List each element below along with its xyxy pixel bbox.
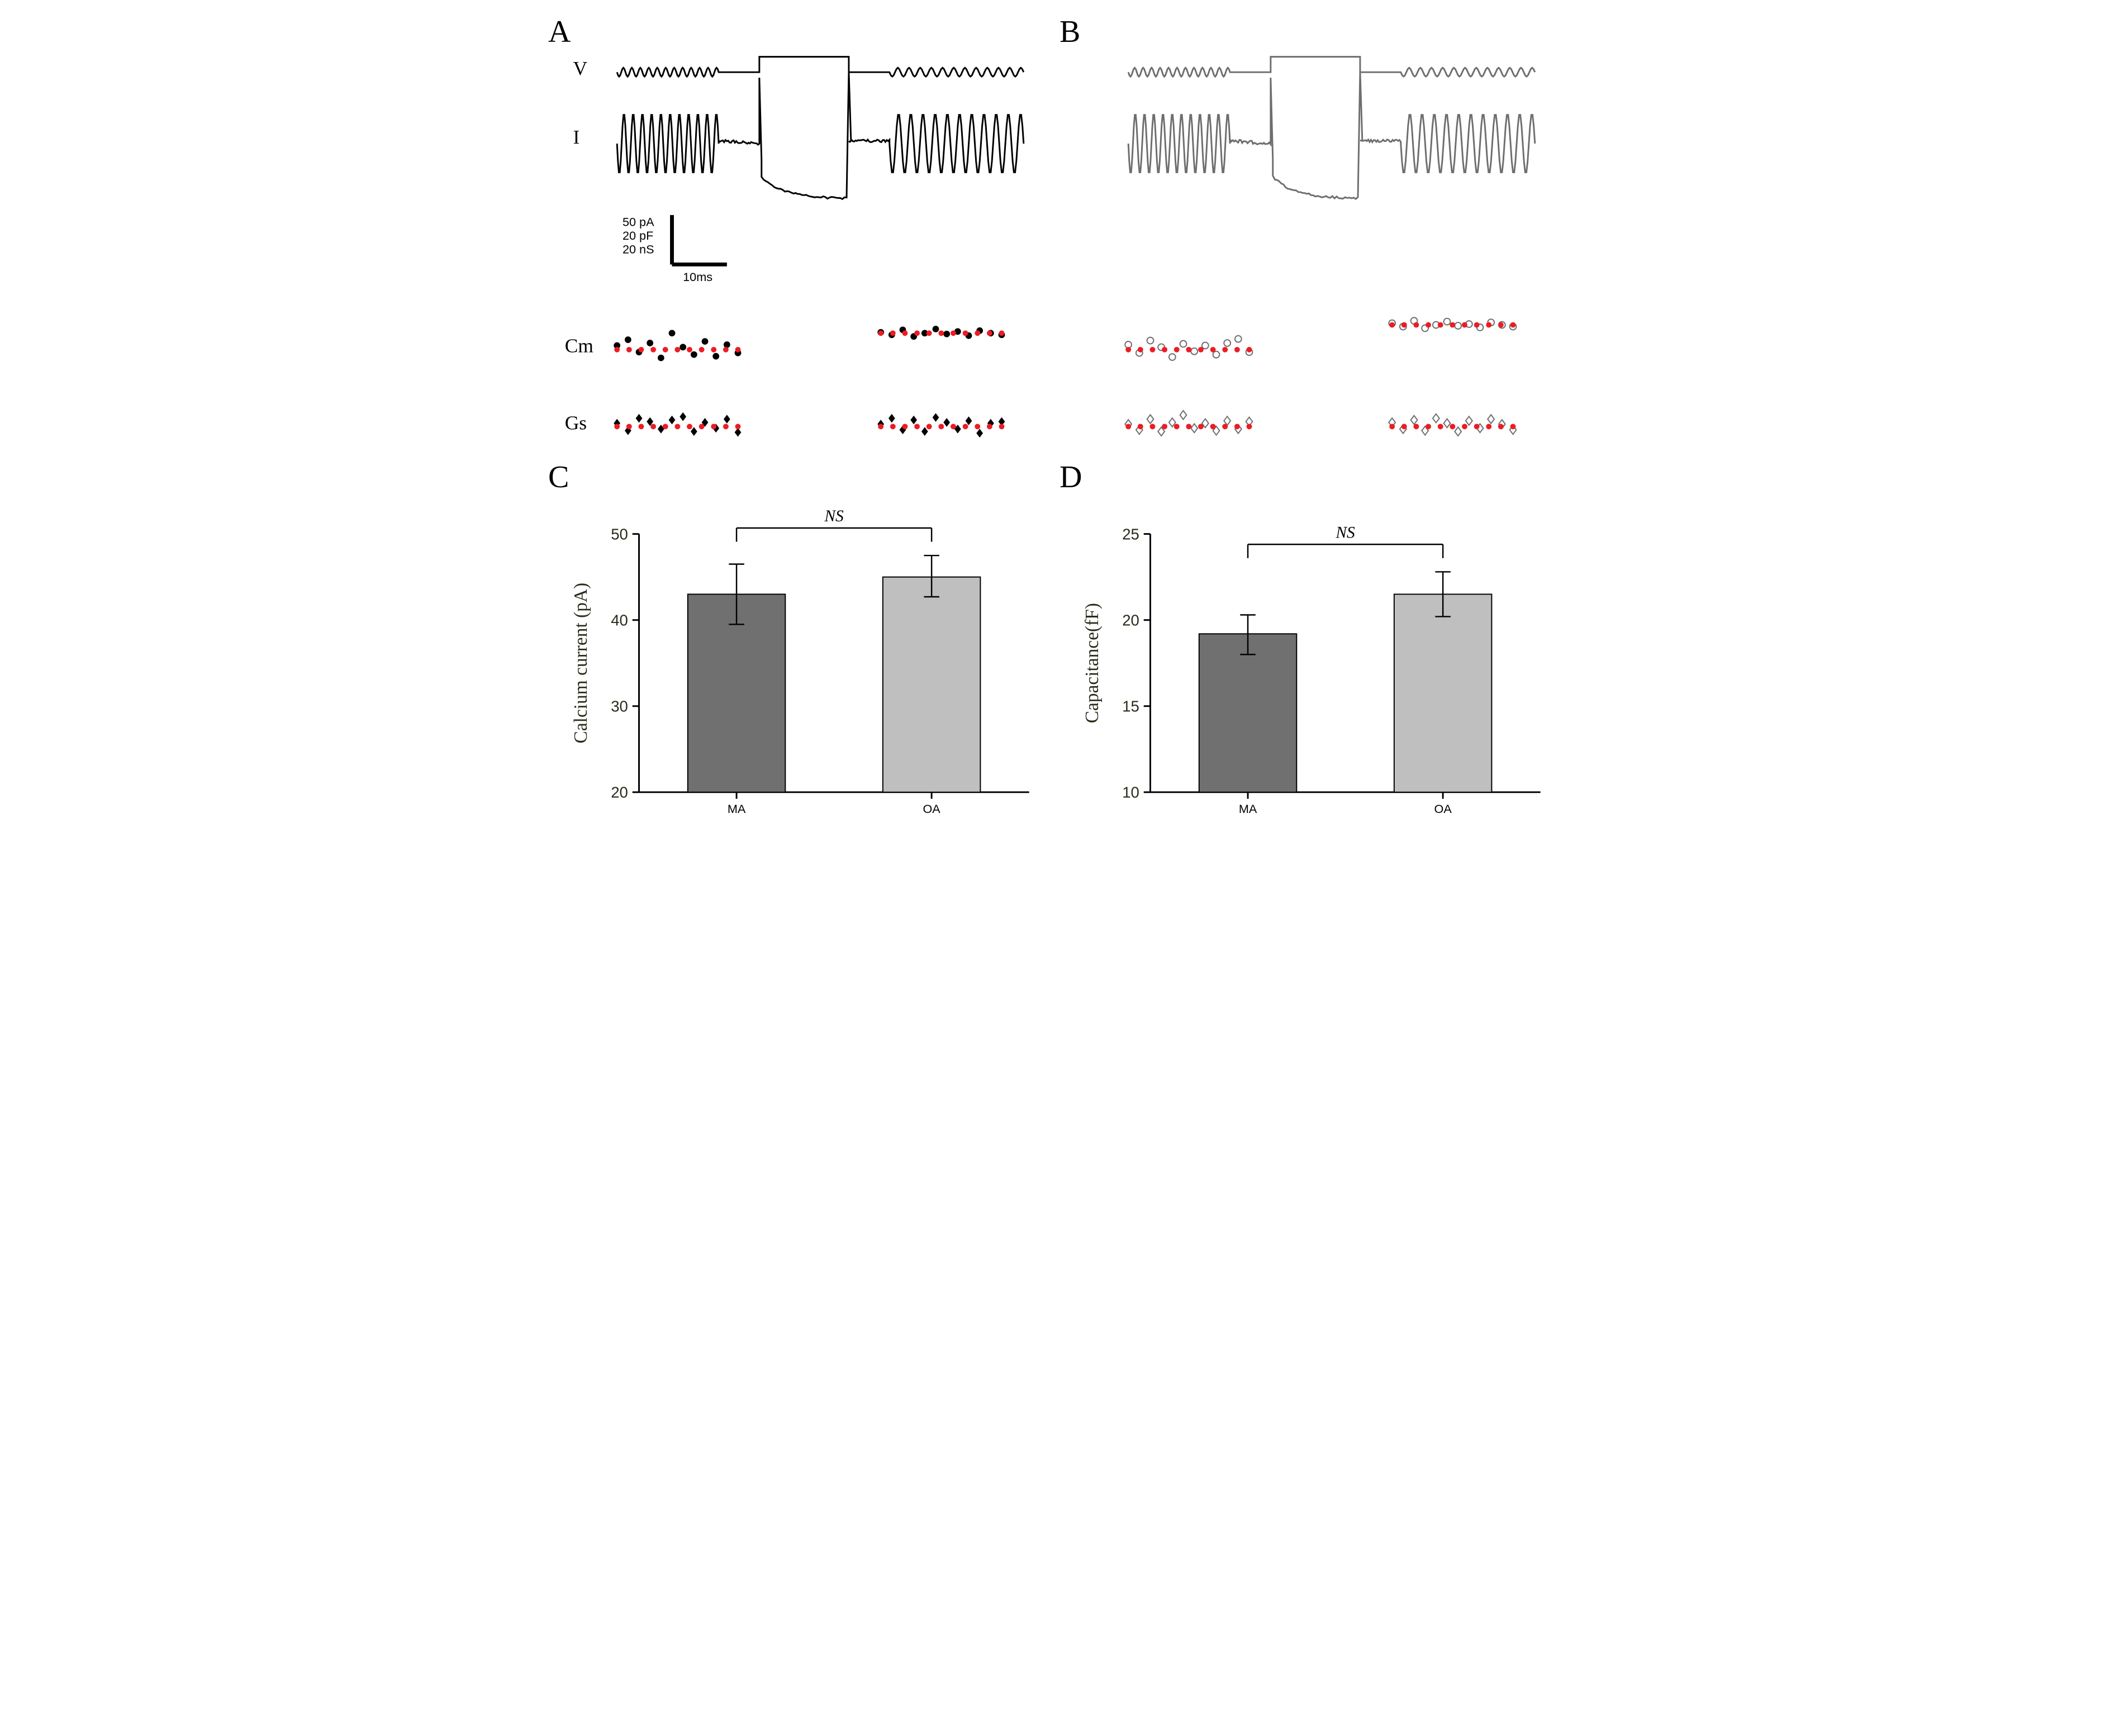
- trace-V-A: [617, 57, 1024, 77]
- svg-text:MA: MA: [728, 802, 746, 816]
- scalebar-pA: 50 pA: [623, 215, 654, 229]
- cm-pre-A-base: [614, 347, 740, 353]
- gs-post-B-base: [1389, 424, 1515, 429]
- gs-pre-B-base: [1125, 424, 1252, 429]
- svg-text:50: 50: [611, 526, 628, 543]
- svg-text:15: 15: [1122, 698, 1139, 715]
- label-Cm: Cm: [565, 335, 593, 357]
- panel-C: C 20304050Calcium current (pA)MAOANS: [557, 468, 1051, 831]
- panel-B-svg: [1068, 45, 1562, 462]
- panel-D: D 10152025Capacitance(fF)MAOANS: [1068, 468, 1562, 831]
- panel-label-B: B: [1060, 14, 1080, 50]
- svg-text:25: 25: [1122, 526, 1139, 543]
- scalebar-nS: 20 nS: [623, 242, 654, 256]
- label-Gs: Gs: [565, 411, 587, 434]
- scalebar-time: 10ms: [683, 270, 712, 284]
- label-V: V: [573, 57, 588, 79]
- panel-label-D: D: [1060, 459, 1082, 495]
- label-I: I: [573, 126, 580, 148]
- svg-text:10: 10: [1122, 784, 1139, 801]
- svg-text:OA: OA: [923, 802, 940, 816]
- svg-text:20: 20: [1122, 612, 1139, 629]
- trace-I-A: [617, 72, 1024, 199]
- svg-text:20: 20: [611, 784, 628, 801]
- svg-text:Capacitance(fF): Capacitance(fF): [1082, 603, 1103, 723]
- svg-text:Calcium current (pA): Calcium current (pA): [571, 583, 591, 744]
- panel-C-svg: 20 30 40 50 Calcium current (pA) MA OA NS: [557, 490, 1051, 831]
- svg-text:MA: MA: [1239, 802, 1257, 816]
- svg-text:40: 40: [611, 612, 628, 629]
- panel-D-svg: 10 15 20 25 Capacitance(fF) MA OA NS: [1068, 490, 1562, 831]
- panel-A-svg: V I Cm Gs 50 pA 20 pF 20 nS 10ms: [557, 45, 1051, 462]
- svg-text:OA: OA: [1434, 802, 1452, 816]
- cm-post-A-base: [878, 330, 1004, 336]
- trace-V-B: [1128, 57, 1535, 77]
- svg-text:NS: NS: [1335, 524, 1355, 542]
- panel-A: A V I Cm Gs 50 pA 20 pF 20 nS 10ms: [557, 22, 1051, 462]
- cm-pre-A: [614, 330, 741, 361]
- gs-post-A-base: [878, 424, 1004, 429]
- panel-label-C: C: [548, 459, 569, 495]
- cm-pre-B-base: [1125, 347, 1252, 353]
- gs-pre-B: [1125, 411, 1252, 436]
- panel-label-A: A: [548, 14, 571, 50]
- scalebar-pF: 20 pF: [623, 229, 653, 242]
- panel-B: B: [1068, 22, 1562, 462]
- svg-text:30: 30: [611, 698, 628, 715]
- cm-post-B-base: [1389, 322, 1515, 328]
- gs-pre-A-base: [614, 424, 740, 429]
- scalebar: 50 pA 20 pF 20 nS 10ms: [623, 215, 727, 283]
- svg-text:NS: NS: [824, 508, 844, 526]
- trace-I-B: [1128, 72, 1535, 199]
